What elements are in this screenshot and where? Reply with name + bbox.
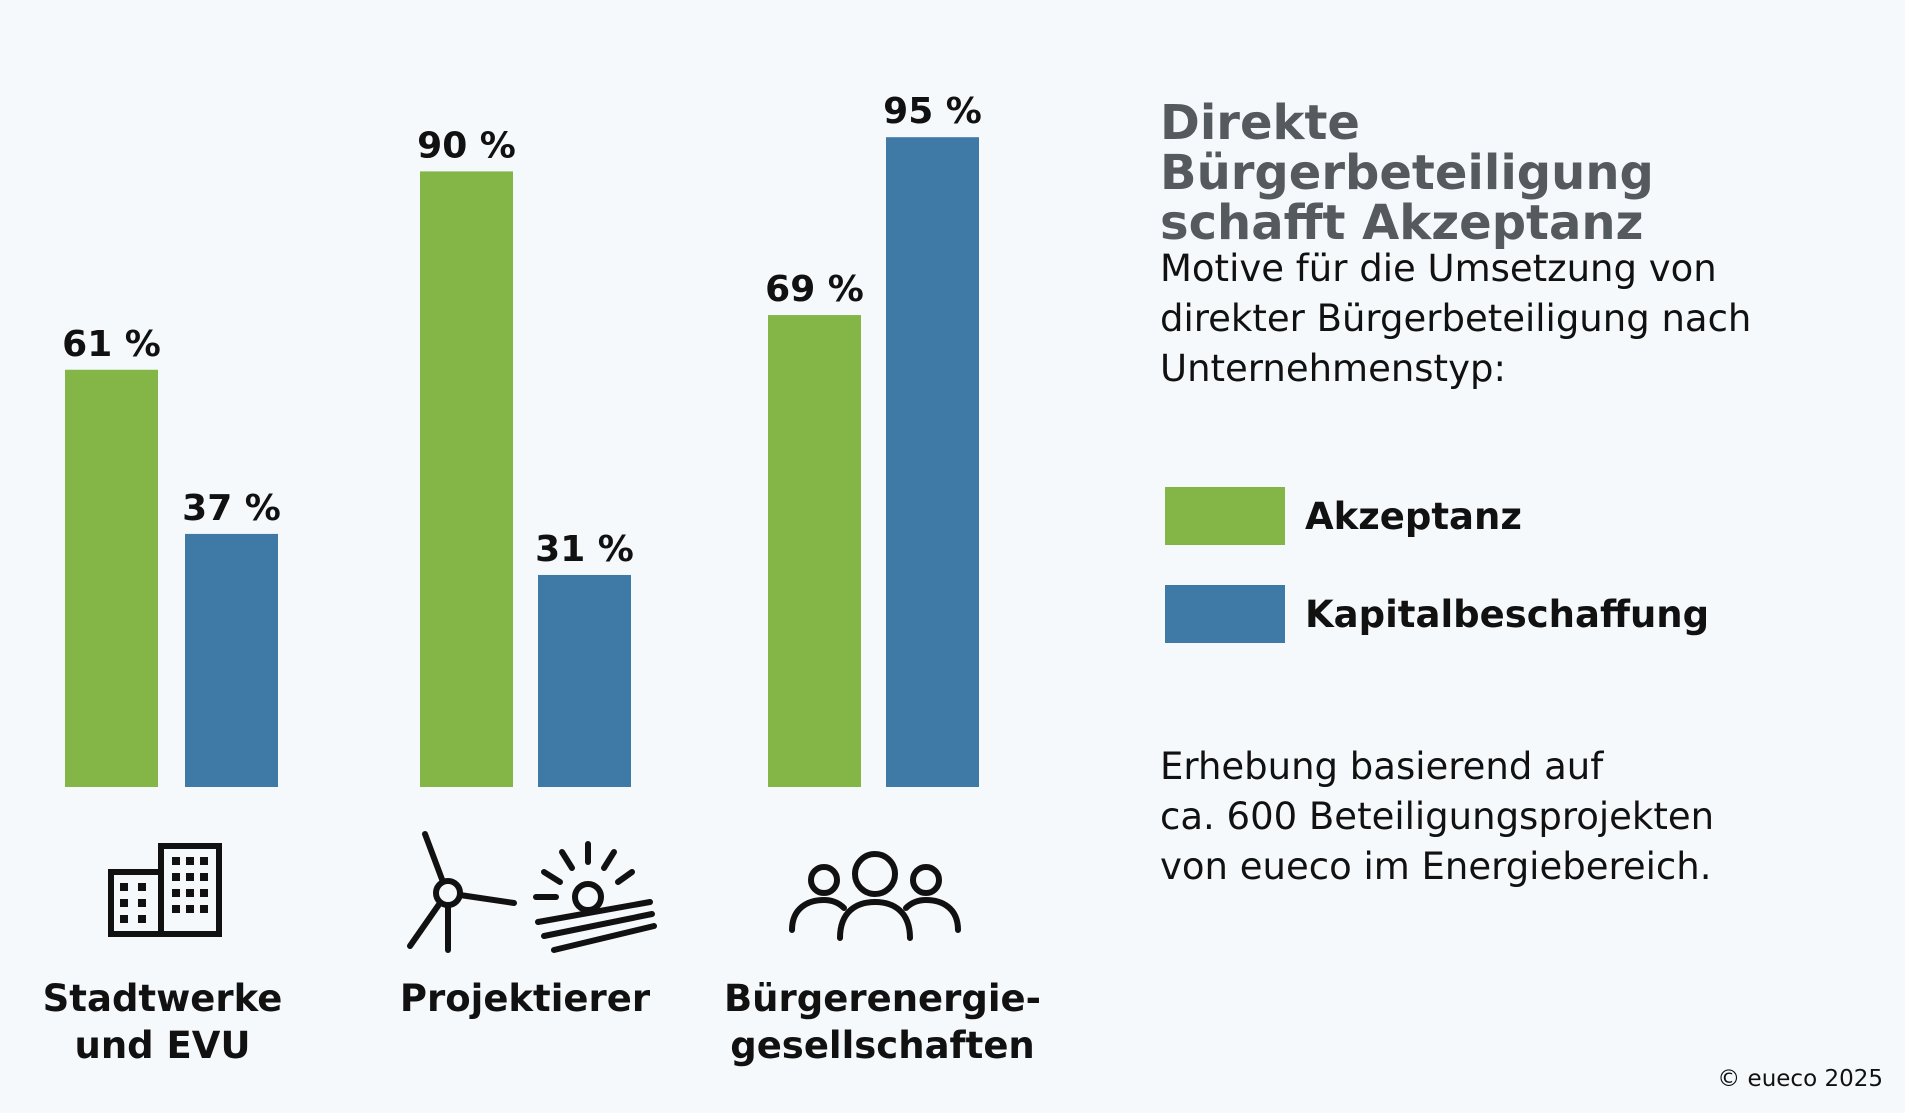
legend-item-akzeptanz: Akzeptanz	[1165, 487, 1709, 545]
data-label-buergerenergie-akzeptanz: 69 %	[765, 269, 864, 310]
chart-title: Direkte Bürgerbeteiligung schafft Akzept…	[1160, 95, 1654, 251]
copyright: © eueco 2025	[1717, 1066, 1883, 1092]
legend: Akzeptanz Kapitalbeschaffung	[1165, 487, 1709, 683]
legend-label-kapitalbeschaffung: Kapitalbeschaffung	[1305, 592, 1710, 636]
data-label-stadtwerke-akzeptanz: 61 %	[62, 324, 161, 365]
legend-item-kapitalbeschaffung: Kapitalbeschaffung	[1165, 585, 1709, 643]
legend-swatch-kapitalbeschaffung	[1165, 585, 1285, 643]
people-group-icon	[789, 851, 961, 941]
bar-buergerenergie-kapitalbeschaffung	[886, 137, 979, 787]
bar-stadtwerke-kapitalbeschaffung	[185, 533, 278, 787]
legend-swatch-akzeptanz	[1165, 487, 1285, 545]
bar-projektierer-akzeptanz	[420, 171, 513, 787]
bar-projektierer-kapitalbeschaffung	[538, 574, 631, 787]
wind-turbine-icon	[407, 831, 517, 953]
bar-buergerenergie-akzeptanz	[768, 315, 861, 787]
solar-panel-icon	[533, 841, 657, 953]
data-label-stadtwerke-kapitalbeschaffung: 37 %	[182, 488, 281, 529]
category-label-stadtwerke: Stadtwerke und EVU	[42, 977, 283, 1067]
data-label-projektierer-kapitalbeschaffung: 31 %	[535, 529, 634, 570]
bar-stadtwerke-akzeptanz	[65, 369, 158, 787]
category-label-buergerenergie: Bürgerenergie- gesellschaften	[723, 977, 1041, 1067]
category-label-projektierer: Projektierer	[399, 977, 651, 1020]
data-label-buergerenergie-kapitalbeschaffung: 95 %	[883, 91, 982, 132]
survey-note: Erhebung basierend auf ca. 600 Beteiligu…	[1160, 745, 1715, 888]
legend-label-akzeptanz: Akzeptanz	[1305, 494, 1522, 538]
data-label-projektierer-akzeptanz: 90 %	[417, 125, 516, 166]
chart-subtitle: Motive für die Umsetzung von direkter Bü…	[1160, 247, 1752, 390]
office-building-icon	[108, 843, 222, 937]
